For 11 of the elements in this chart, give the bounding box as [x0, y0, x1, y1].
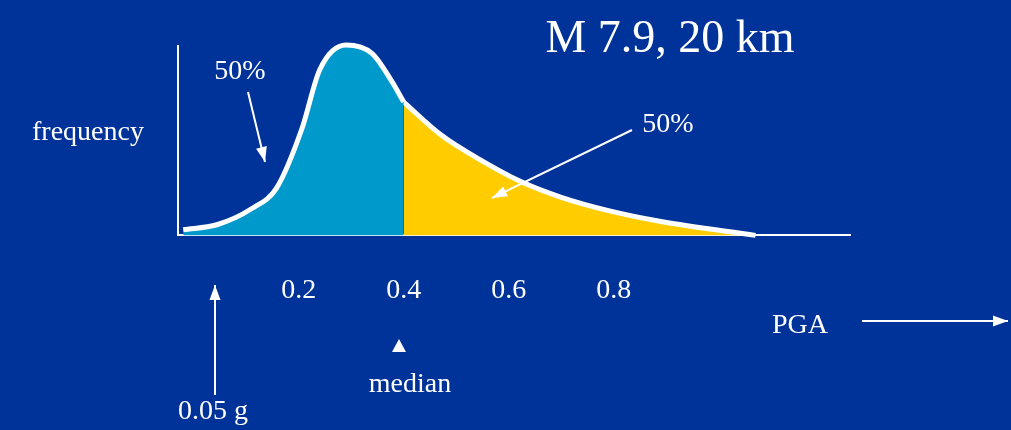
- x-tick-label: 0.6: [491, 272, 527, 304]
- chart-title: M 7.9, 20 km: [545, 11, 795, 63]
- x-axis-title: PGA: [771, 308, 829, 340]
- text: 0.05 g: [178, 394, 248, 426]
- x-tick-label: 0.4: [386, 272, 422, 304]
- y-axis-title: frequency: [32, 115, 144, 147]
- x-tick-label: 0.2: [281, 272, 317, 304]
- annotation: 50%: [214, 54, 266, 86]
- x-tick-label: 0.8: [596, 272, 632, 304]
- annotation: 50%: [642, 107, 694, 139]
- text: median: [368, 367, 452, 399]
